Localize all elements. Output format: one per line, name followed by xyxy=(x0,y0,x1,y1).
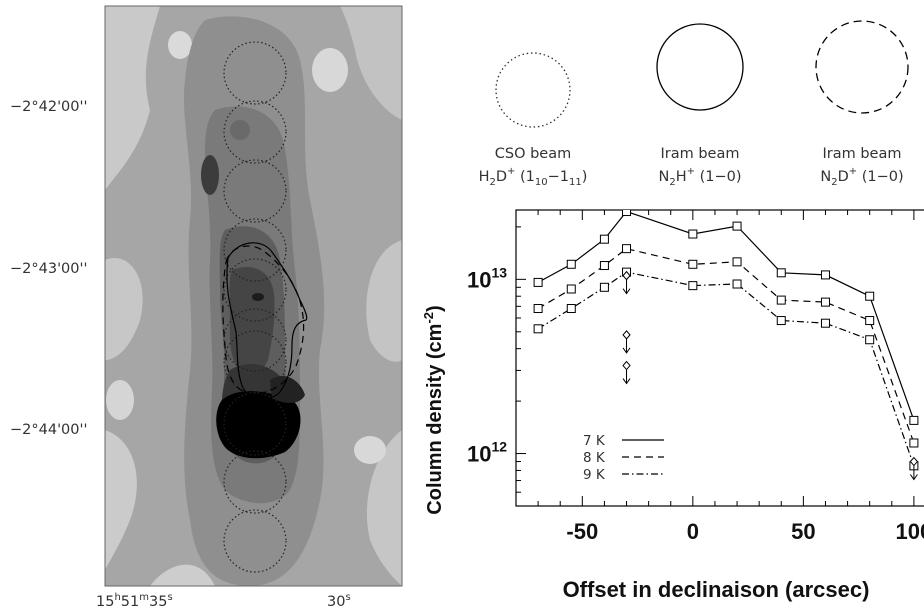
data-point xyxy=(820,297,830,307)
series-layer xyxy=(533,210,919,471)
data-point xyxy=(820,270,830,280)
data-point xyxy=(622,244,632,254)
beam-position xyxy=(223,509,287,573)
beam-position xyxy=(223,218,287,282)
x-axis-label: Offset in declinaison (arcsec) xyxy=(563,577,870,602)
data-point xyxy=(776,316,786,326)
legend-label: 7 K xyxy=(583,433,606,449)
data-point xyxy=(909,415,919,425)
data-point xyxy=(732,279,742,289)
upper-limit xyxy=(909,456,919,481)
iram-beam-n2h: Iram beam N2H+ (1−0) xyxy=(656,23,744,188)
series-line xyxy=(537,248,915,444)
beam-legend: CSO beam H2D+ (110−111) Iram beam N2H+ (… xyxy=(479,20,909,188)
beam-position xyxy=(223,41,287,105)
ra-label: 30s xyxy=(327,592,351,610)
map-contour-shading xyxy=(105,6,402,586)
y-tick-labels: 1012 1013 xyxy=(467,264,507,466)
iram-beam-circle-solid xyxy=(656,23,744,111)
data-point xyxy=(688,259,698,269)
axis-ticks xyxy=(516,210,915,507)
beam-line: N2H+ (1−0) xyxy=(658,166,741,188)
beam-position xyxy=(223,159,287,223)
data-point xyxy=(776,295,786,305)
data-point xyxy=(599,261,609,271)
legend-label: 8 K xyxy=(583,450,606,466)
upper-limit-diamond xyxy=(622,330,631,340)
upper-limit xyxy=(622,270,631,295)
upper-limit-arrow xyxy=(909,474,918,481)
data-point xyxy=(688,281,698,291)
data-point xyxy=(732,221,742,231)
data-point xyxy=(688,229,698,239)
y-tick-label: 1012 xyxy=(467,439,507,467)
data-point xyxy=(566,284,576,294)
data-point xyxy=(622,210,632,217)
data-point xyxy=(566,304,576,314)
y-axis-label: Column density (cm-2) xyxy=(421,305,446,514)
beam-name: Iram beam xyxy=(661,146,740,162)
beam-line: H2D+ (110−111) xyxy=(479,166,588,188)
data-point xyxy=(820,318,830,328)
data-point xyxy=(533,304,543,314)
iram-beam-circle-dashed xyxy=(815,20,909,114)
data-point xyxy=(599,282,609,292)
upper-limit-diamond xyxy=(622,360,631,371)
x-tick-label: -50 xyxy=(566,519,598,544)
data-point xyxy=(865,316,875,326)
data-point xyxy=(599,234,609,244)
beam-name: CSO beam xyxy=(495,146,572,162)
temperature-legend: 7 K8 K9 K xyxy=(583,433,664,483)
data-point xyxy=(776,268,786,278)
legend-label: 9 K xyxy=(583,467,606,483)
ra-label: 15h51m35s xyxy=(96,592,173,610)
data-point xyxy=(533,277,543,287)
beam-position xyxy=(223,330,287,394)
n2h-contour xyxy=(226,242,308,400)
dec-label: −2°42'00'' xyxy=(10,99,87,115)
beam-position xyxy=(223,392,287,456)
series-line xyxy=(537,271,915,467)
iram-beam-n2d: Iram beam N2D+ (1−0) xyxy=(815,20,909,188)
data-point xyxy=(865,291,875,301)
beam-position xyxy=(223,258,287,322)
data-point xyxy=(865,335,875,345)
beam-name: Iram beam xyxy=(823,146,902,162)
x-tick-label: 100 xyxy=(896,519,924,544)
column-density-chart: -50 0 50 100 1012 1013 Offset in declinaison… xyxy=(421,209,924,602)
upper-limit xyxy=(622,360,631,385)
series-line xyxy=(537,210,915,421)
data-point xyxy=(909,438,919,448)
beam-positions xyxy=(223,41,287,573)
cso-beam: CSO beam H2D+ (110−111) xyxy=(479,52,588,188)
y-tick-label: 1013 xyxy=(467,264,507,292)
x-tick-labels: -50 0 50 100 xyxy=(566,519,924,544)
beam-position xyxy=(223,450,287,514)
data-point xyxy=(566,259,576,269)
beam-position xyxy=(223,308,287,372)
plot-frame xyxy=(515,209,924,507)
upper-limit xyxy=(622,330,631,354)
upper-limit-arrow xyxy=(622,347,631,354)
n2d-contour xyxy=(222,245,305,395)
upper-limit-arrow xyxy=(622,378,631,385)
upper-limit-arrow xyxy=(622,288,631,295)
beam-line: N2D+ (1−0) xyxy=(820,166,903,188)
data-point xyxy=(533,324,543,334)
upper-limits xyxy=(622,270,919,481)
x-tick-label: 50 xyxy=(791,519,815,544)
cso-beam-circle xyxy=(495,52,571,128)
beam-position xyxy=(223,100,287,164)
data-point xyxy=(732,257,742,267)
dec-label: −2°44'00'' xyxy=(10,422,87,438)
intensity-map: −2°42'00'' −2°43'00'' −2°44'00'' 15h51m3… xyxy=(10,5,403,610)
dec-label: −2°43'00'' xyxy=(10,261,87,277)
x-tick-label: 0 xyxy=(687,519,699,544)
